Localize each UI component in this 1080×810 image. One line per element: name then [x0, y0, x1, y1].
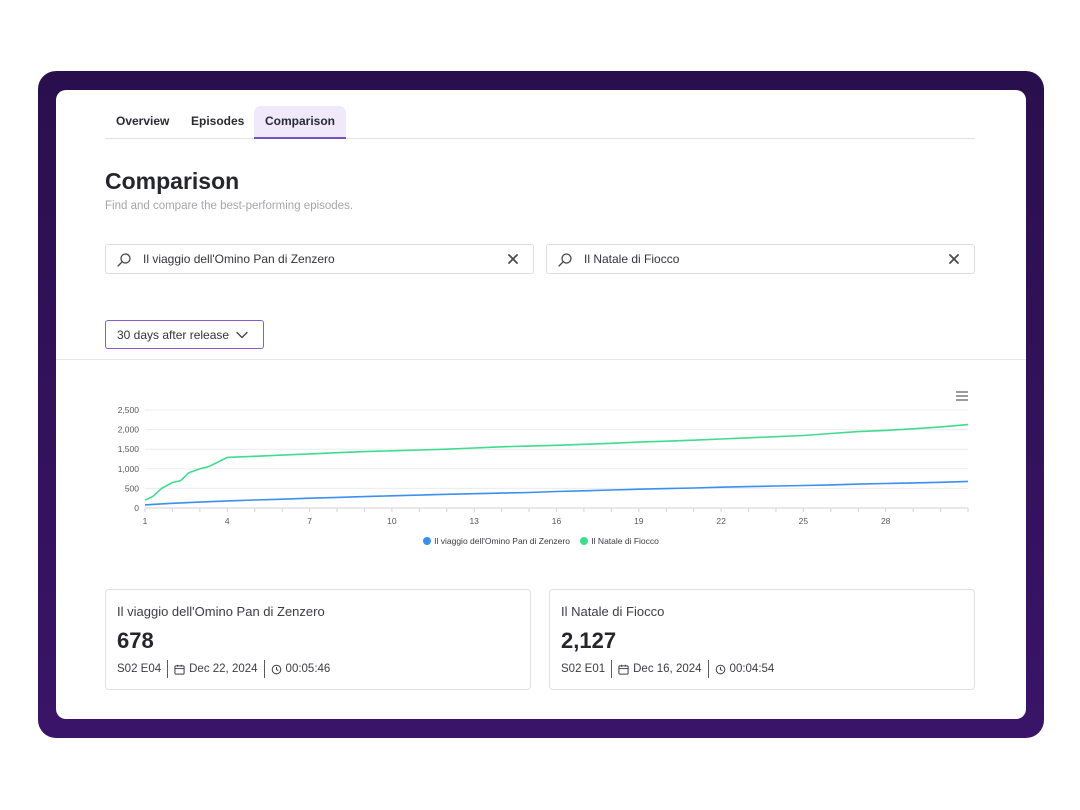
legend-marker-icon — [580, 537, 589, 545]
main-panel: Overview Episodes Comparison Comparison … — [56, 90, 1026, 719]
episode-code: S02 E04 — [117, 663, 162, 675]
chevron-down-icon — [236, 331, 248, 339]
close-icon[interactable] — [505, 251, 521, 267]
release-date: Dec 16, 2024 — [633, 663, 702, 675]
x-tick-label: 13 — [469, 516, 479, 526]
page-title: Comparison — [105, 168, 240, 194]
tab-comparison[interactable]: Comparison — [254, 106, 347, 139]
release-date: Dec 22, 2024 — [189, 663, 258, 675]
meta-divider — [263, 660, 265, 678]
close-icon[interactable] — [946, 251, 962, 267]
legend-marker-icon — [423, 537, 432, 545]
duration: 00:04:54 — [729, 663, 775, 675]
stat-title: Il viaggio dell'Omino Pan di Zenzero — [117, 604, 325, 619]
y-tick-label: 500 — [125, 483, 139, 493]
tab-episodes[interactable]: Episodes — [191, 114, 245, 128]
episode-code: S02 E01 — [561, 663, 606, 675]
episode-stat-card: Il Natale di Fiocco 2,127 S02 E01 Dec 16… — [549, 589, 975, 690]
calendar-icon — [618, 664, 629, 675]
meta-divider — [611, 660, 613, 678]
x-tick-label: 16 — [552, 516, 562, 526]
x-tick-label: 7 — [307, 516, 312, 526]
hamburger-menu-icon[interactable] — [955, 390, 969, 402]
y-tick-label: 1,000 — [118, 464, 140, 474]
x-tick-label: 19 — [634, 516, 644, 526]
search-icon — [117, 253, 131, 267]
tab-overview[interactable]: Overview — [116, 114, 170, 128]
search-input-value[interactable]: Il Natale di Fiocco — [584, 252, 680, 266]
x-tick-label: 10 — [387, 516, 397, 526]
legend-label: Il viaggio dell'Omino Pan di Zenzero — [434, 536, 570, 546]
y-tick-label: 2,500 — [118, 405, 140, 415]
views-line-chart: 0 500 1,000 1,500 2,000 2,500 1 4 7 10 13 16 19 22 25 2… — [118, 405, 969, 526]
y-tick-label: 2,000 — [118, 425, 140, 435]
calendar-icon — [174, 664, 185, 675]
duration: 00:05:46 — [285, 663, 331, 675]
tab-bar: Overview Episodes Comparison — [105, 106, 975, 139]
clock-icon — [715, 664, 725, 674]
range-select-value: 30 days after release — [117, 328, 230, 342]
clock-icon — [271, 664, 281, 674]
stat-meta: S02 E01 Dec 16, 2024 00:04:54 — [561, 660, 775, 678]
legend-item[interactable]: Il viaggio dell'Omino Pan di Zenzero — [423, 536, 570, 546]
range-select[interactable]: 30 days after release — [105, 320, 264, 349]
stat-value: 678 — [117, 628, 154, 653]
meta-divider — [167, 660, 169, 678]
stat-value: 2,127 — [561, 628, 617, 653]
stat-meta: S02 E04 Dec 22, 2024 00:05:46 — [117, 660, 331, 678]
series-line-2 — [144, 423, 969, 501]
y-tick-label: 1,500 — [118, 444, 140, 454]
x-tick-label: 22 — [716, 516, 726, 526]
section-divider — [56, 359, 1026, 360]
episode-stat-card: Il viaggio dell'Omino Pan di Zenzero 678… — [105, 589, 531, 690]
x-tick-label: 28 — [881, 516, 891, 526]
series-line-1 — [144, 480, 969, 506]
stat-title: Il Natale di Fiocco — [561, 604, 665, 619]
episode-search-2[interactable]: Il Natale di Fiocco — [546, 244, 975, 274]
search-input-value[interactable]: Il viaggio dell'Omino Pan di Zenzero — [143, 252, 335, 266]
search-icon — [558, 253, 572, 267]
x-tick-label: 4 — [225, 516, 230, 526]
x-tick-label: 25 — [799, 516, 809, 526]
y-tick-label: 0 — [134, 503, 139, 513]
legend-item[interactable]: Il Natale di Fiocco — [580, 536, 659, 546]
chart-legend: Il viaggio dell'Omino Pan di Zenzero Il … — [56, 536, 1026, 550]
page-subtitle: Find and compare the best-performing epi… — [105, 200, 354, 212]
meta-divider — [707, 660, 709, 678]
episode-search-1[interactable]: Il viaggio dell'Omino Pan di Zenzero — [105, 244, 534, 274]
x-tick-label: 1 — [143, 516, 148, 526]
legend-label: Il Natale di Fiocco — [591, 536, 659, 546]
